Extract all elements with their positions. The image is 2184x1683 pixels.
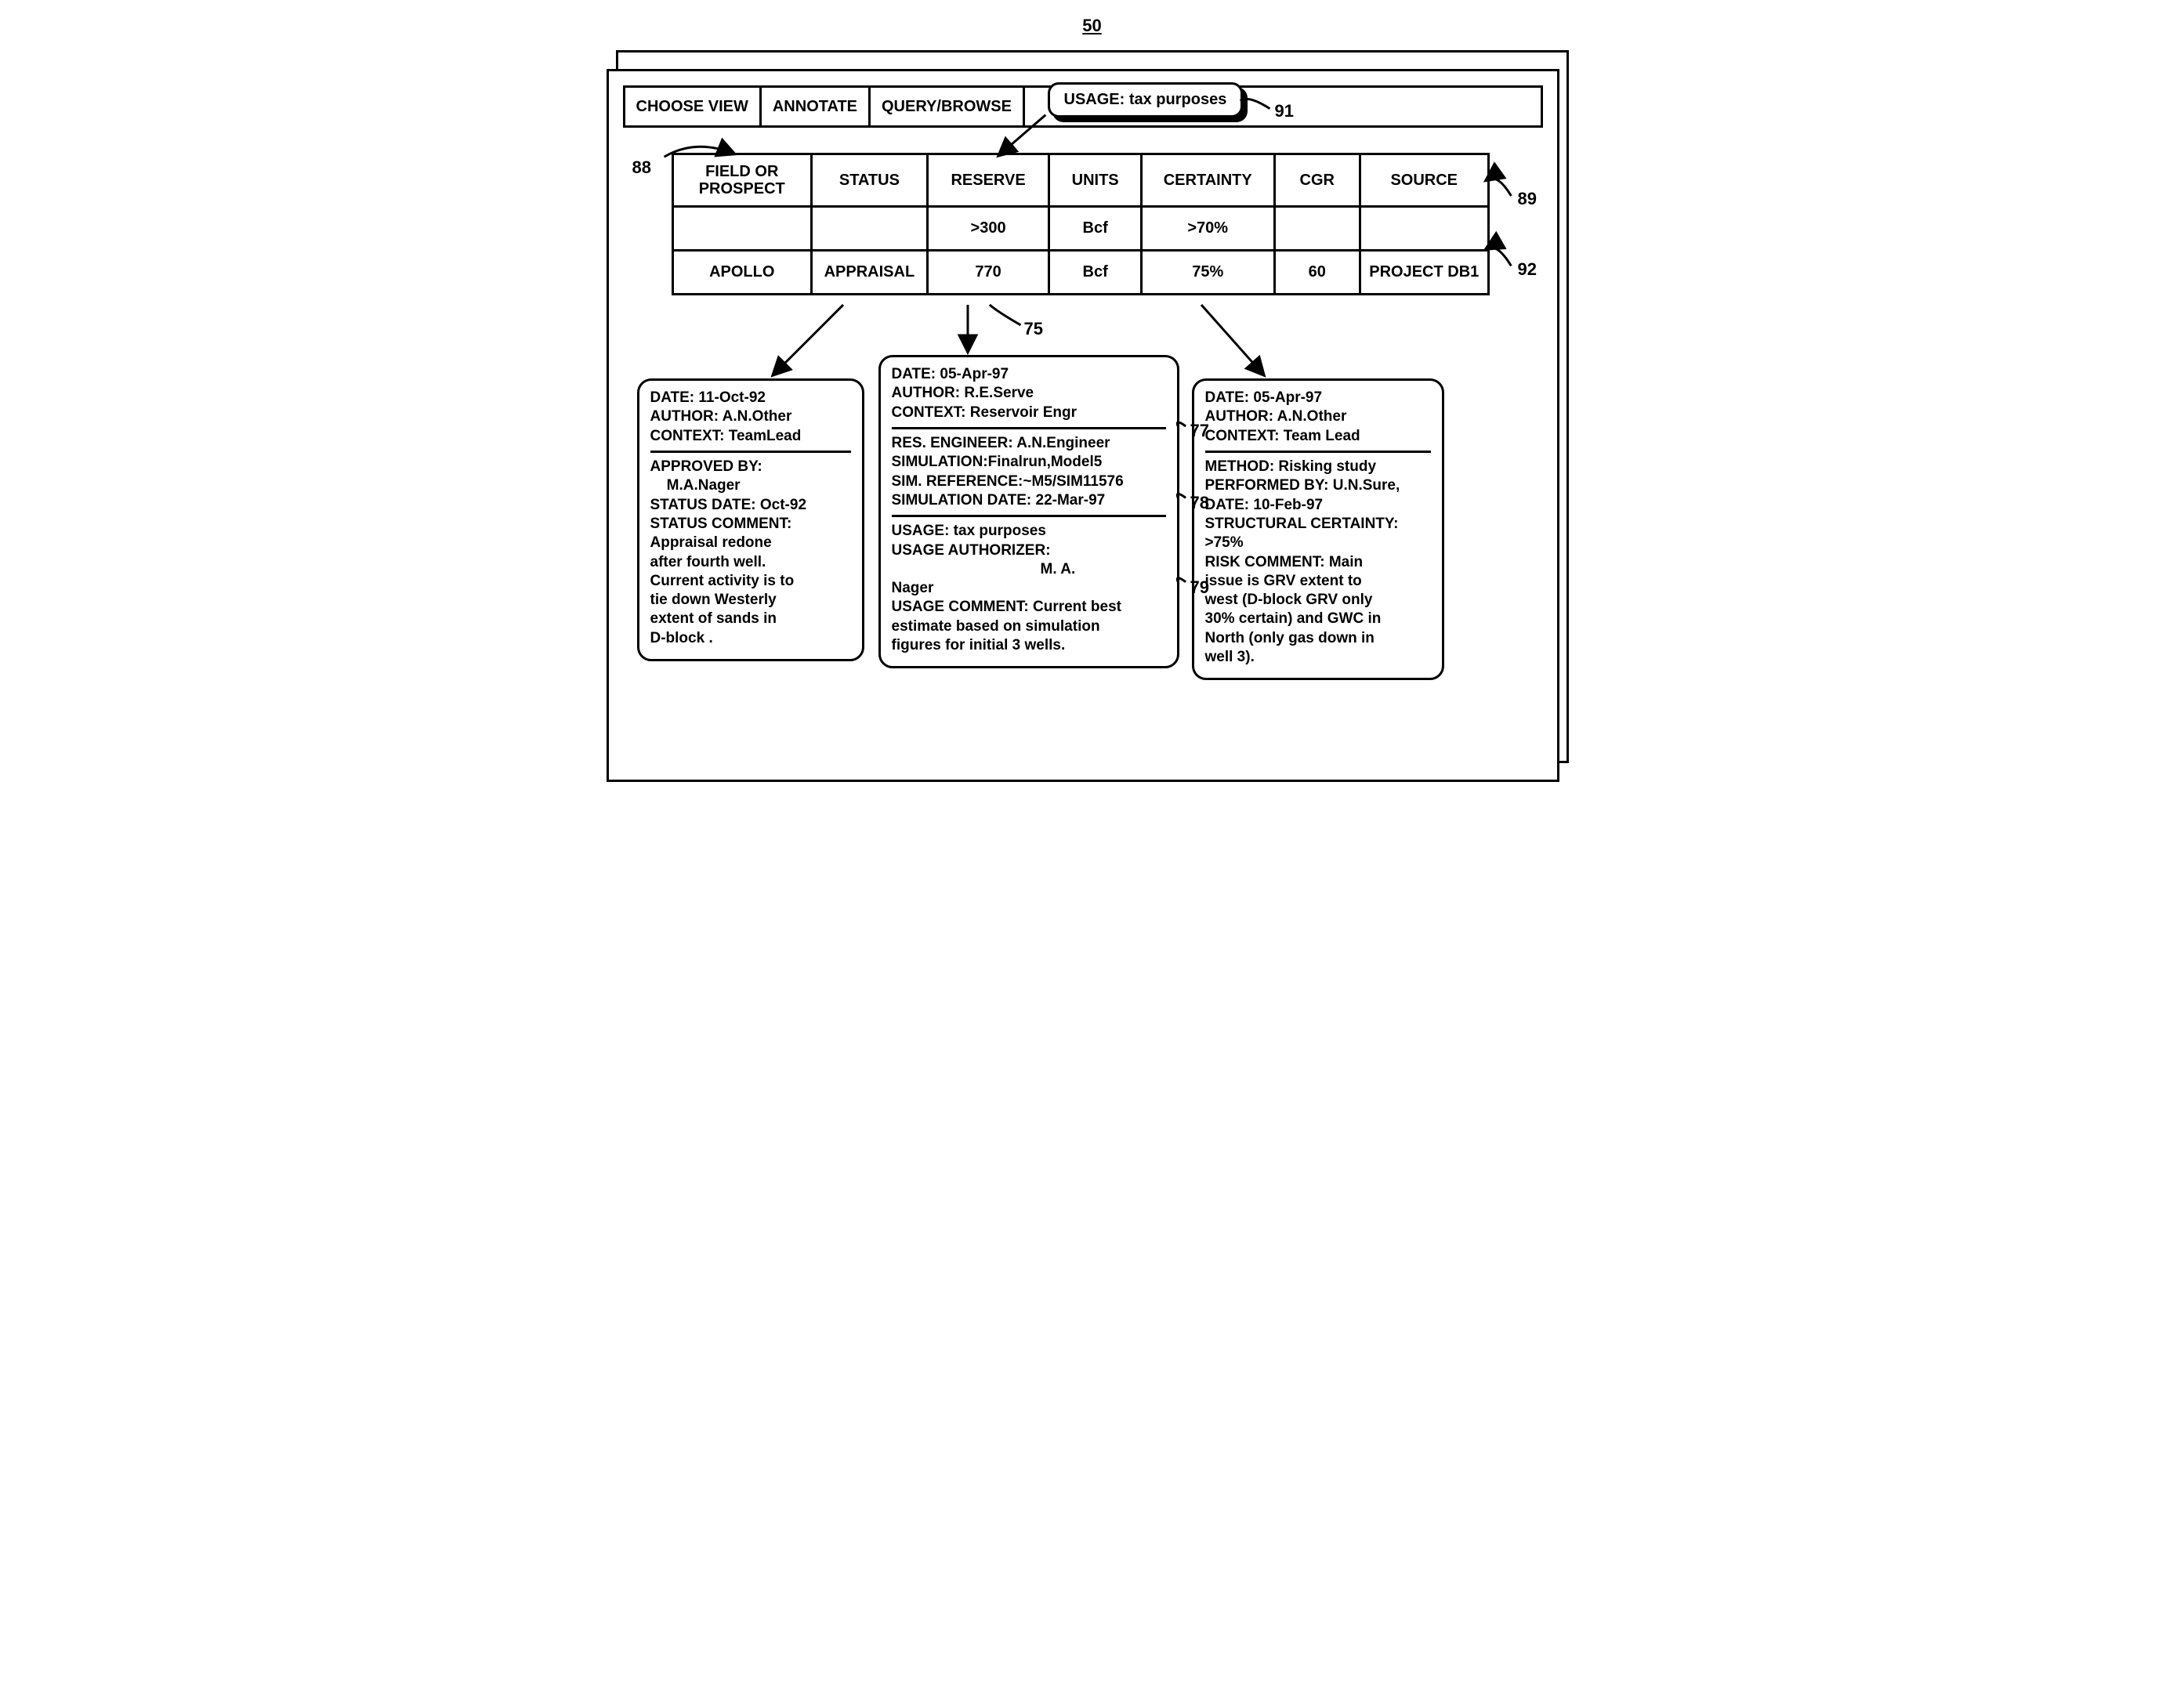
result-row: APOLLO APPRAISAL 770 Bcf 75% 60 PROJECT … — [672, 251, 1488, 295]
ref-92: 92 — [1518, 259, 1537, 280]
line: AUTHOR: R.E.Serve — [892, 384, 1166, 403]
line: AUTHOR: A.N.Other — [650, 407, 851, 426]
header-row: FIELD OR PROSPECT STATUS RESERVE UNITS C… — [672, 154, 1488, 207]
line: SIM. REFERENCE:~M5/SIM11576 — [892, 472, 1166, 491]
divider — [1205, 451, 1431, 453]
line: USAGE: tax purposes — [892, 522, 1166, 541]
line: USAGE AUTHORIZER: — [892, 541, 1166, 560]
line: Nager — [892, 579, 1166, 598]
line: SIMULATION:Finalrun,Model5 — [892, 453, 1166, 472]
cell[interactable]: >300 — [927, 207, 1049, 251]
line: SIMULATION DATE: 22-Mar-97 — [892, 491, 1166, 510]
line: USAGE COMMENT: Current best — [892, 598, 1166, 617]
divider — [892, 515, 1166, 517]
line: PERFORMED BY: U.N.Sure, — [1205, 476, 1431, 495]
line: Current activity is to — [650, 572, 851, 591]
ref-75: 75 — [1024, 319, 1043, 339]
line: METHOD: Risking study — [1205, 458, 1431, 476]
cell[interactable] — [1360, 207, 1489, 251]
line: CONTEXT: TeamLead — [650, 427, 851, 446]
ref-89: 89 — [1518, 189, 1537, 209]
cell[interactable]: PROJECT DB1 — [1360, 251, 1489, 295]
line: extent of sands in — [650, 610, 851, 628]
ref-78: 78 — [1190, 493, 1209, 513]
cell[interactable] — [1274, 207, 1360, 251]
ref-77: 77 — [1190, 421, 1209, 441]
window-front-frame: CHOOSE VIEW ANNOTATE QUERY/BROWSE USAGE:… — [607, 69, 1559, 782]
line: AUTHOR: A.N.Other — [1205, 407, 1431, 426]
line: RISK COMMENT: Main — [1205, 553, 1431, 572]
cell[interactable] — [672, 207, 811, 251]
line: west (D-block GRV only — [1205, 591, 1431, 610]
col-cgr: CGR — [1274, 154, 1360, 207]
line: DATE: 11-Oct-92 — [650, 389, 851, 407]
line: issue is GRV extent to — [1205, 572, 1431, 591]
results-table: FIELD OR PROSPECT STATUS RESERVE UNITS C… — [672, 153, 1490, 295]
line: Appraisal redone — [650, 534, 851, 552]
cell[interactable]: 770 — [927, 251, 1049, 295]
col-source: SOURCE — [1360, 154, 1489, 207]
line: STATUS COMMENT: — [650, 515, 851, 534]
patent-figure: 50 CHOOSE VIEW ANNOTATE QUERY/BROWSE USA… — [607, 16, 1578, 757]
line: tie down Westerly — [650, 591, 851, 610]
cell[interactable]: Bcf — [1049, 251, 1142, 295]
line: well 3). — [1205, 648, 1431, 667]
divider — [650, 451, 851, 453]
certainty-annotation-card: DATE: 05-Apr-97 AUTHOR: A.N.Other CONTEX… — [1192, 378, 1444, 680]
line: D-block . — [650, 629, 851, 648]
cell[interactable]: >70% — [1141, 207, 1274, 251]
line: APPROVED BY: — [650, 458, 851, 476]
line: DATE: 05-Apr-97 — [892, 365, 1166, 384]
cell[interactable]: 75% — [1141, 251, 1274, 295]
col-reserve: RESERVE — [927, 154, 1049, 207]
col-field-or-prospect: FIELD OR PROSPECT — [672, 154, 811, 207]
col-units: UNITS — [1049, 154, 1142, 207]
status-annotation-card: DATE: 11-Oct-92 AUTHOR: A.N.Other CONTEX… — [637, 378, 864, 661]
line: figures for initial 3 wells. — [892, 636, 1166, 655]
figure-number: 50 — [607, 16, 1578, 36]
reserve-annotation-card: DATE: 05-Apr-97 AUTHOR: R.E.Serve CONTEX… — [878, 355, 1179, 668]
col-certainty: CERTAINTY — [1141, 154, 1274, 207]
line: RES. ENGINEER: A.N.Engineer — [892, 434, 1166, 453]
line: M.A.Nager — [650, 476, 851, 495]
line: estimate based on simulation — [892, 617, 1166, 636]
line: North (only gas down in — [1205, 629, 1431, 648]
filter-row: >300 Bcf >70% — [672, 207, 1488, 251]
line: STRUCTURAL CERTAINTY: >75% — [1205, 515, 1431, 553]
col-status: STATUS — [811, 154, 927, 207]
line: CONTEXT: Team Lead — [1205, 427, 1431, 446]
cell[interactable]: APPRAISAL — [811, 251, 927, 295]
line: DATE: 10-Feb-97 — [1205, 496, 1431, 515]
ref-91: 91 — [1275, 101, 1294, 121]
ref-88: 88 — [632, 157, 651, 178]
cell[interactable]: Bcf — [1049, 207, 1142, 251]
cell[interactable] — [811, 207, 927, 251]
cell[interactable]: APOLLO — [672, 251, 811, 295]
query-browse-button[interactable]: QUERY/BROWSE — [868, 85, 1023, 128]
line: after fourth well. — [650, 553, 851, 572]
annotate-button[interactable]: ANNOTATE — [759, 85, 868, 128]
choose-view-button[interactable]: CHOOSE VIEW — [623, 85, 759, 128]
usage-badge-label: USAGE: tax purposes — [1048, 82, 1244, 118]
ref-79: 79 — [1190, 577, 1209, 598]
divider — [892, 427, 1166, 429]
cell[interactable]: 60 — [1274, 251, 1360, 295]
line: DATE: 05-Apr-97 — [1205, 389, 1431, 407]
line: 30% certain) and GWC in — [1205, 610, 1431, 628]
line: STATUS DATE: Oct-92 — [650, 496, 851, 515]
usage-badge: USAGE: tax purposes — [1048, 82, 1244, 118]
line: M. A. — [892, 560, 1166, 579]
line: CONTEXT: Reservoir Engr — [892, 404, 1166, 422]
